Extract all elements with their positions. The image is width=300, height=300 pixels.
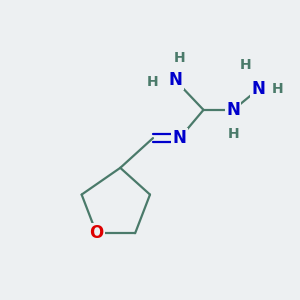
Text: N: N [251,80,266,98]
Text: N: N [226,101,240,119]
Text: O: O [89,224,103,242]
Text: H: H [227,127,239,141]
Text: N: N [168,71,182,89]
Text: H: H [272,82,284,96]
Text: H: H [239,58,251,72]
Text: H: H [174,51,185,65]
Text: N: N [173,129,187,147]
Text: H: H [147,75,159,88]
